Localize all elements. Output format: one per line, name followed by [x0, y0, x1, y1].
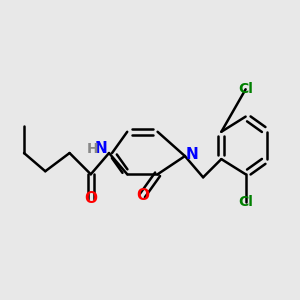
Text: N: N	[95, 141, 108, 156]
Text: N: N	[185, 147, 198, 162]
Text: O: O	[136, 188, 149, 203]
Text: Cl: Cl	[238, 82, 253, 96]
Text: Cl: Cl	[238, 195, 253, 208]
Text: O: O	[84, 191, 97, 206]
Text: H: H	[86, 142, 98, 156]
